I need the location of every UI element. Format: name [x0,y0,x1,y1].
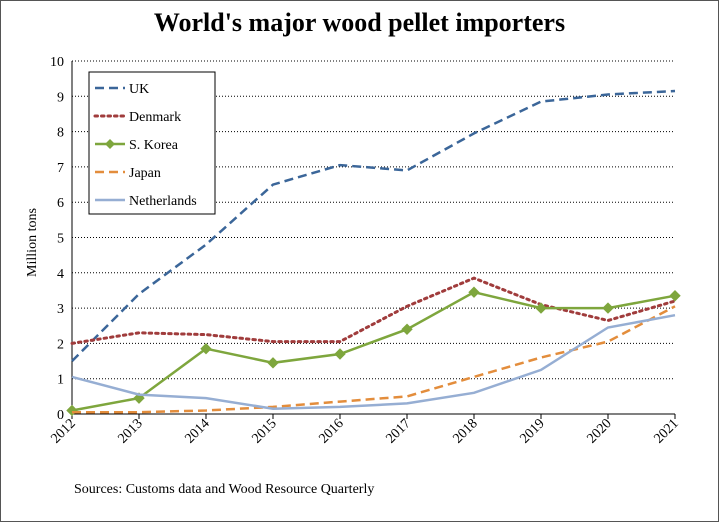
x-tick-label: 2014 [182,416,212,446]
x-tick-label: 2015 [249,416,279,446]
y-tick-label: 7 [57,161,64,176]
x-tick-label: 2013 [115,416,145,446]
y-tick-label: 3 [57,302,64,317]
data-point [401,323,413,335]
y-tick-label: 2 [57,337,64,352]
x-tick-label: 2012 [48,416,78,446]
data-point [334,348,346,360]
chart-title: World's major wood pellet importers [153,8,566,37]
x-tick-label: 2019 [517,416,547,446]
x-tick-label: 2018 [450,416,480,446]
series-line-s-korea [71,290,676,412]
x-tick-label: 2016 [316,416,346,446]
source-note: Sources: Customs data and Wood Resource … [74,482,375,497]
y-axis-title: Million tons [25,208,40,277]
data-point [468,286,480,298]
series-line-netherlands [71,313,676,410]
data-point [669,290,681,302]
legend-label: Netherlands [129,194,197,209]
series-line-denmark [70,276,677,345]
x-tick-label: 2021 [651,416,681,446]
y-tick-label: 10 [50,55,64,70]
legend-label: UK [129,82,149,97]
y-tick-label: 9 [57,90,64,105]
legend-label: Japan [129,166,161,181]
y-tick-label: 1 [57,373,64,388]
series-line-uk [71,89,676,362]
legend-label: S. Korea [129,138,179,153]
y-tick-label: 8 [57,126,64,141]
y-tick-label: 4 [57,267,64,282]
data-point [535,302,547,314]
legend-marker [105,139,115,149]
data-point [200,342,212,355]
x-tick-label: 2020 [584,416,614,446]
x-tick-label: 2017 [383,416,413,446]
data-point [602,302,614,314]
y-tick-label: 6 [57,196,64,211]
data-point [267,357,279,369]
y-tick-label: 5 [57,232,64,247]
y-tick-label: 0 [57,408,64,423]
legend-label: Denmark [129,110,181,125]
